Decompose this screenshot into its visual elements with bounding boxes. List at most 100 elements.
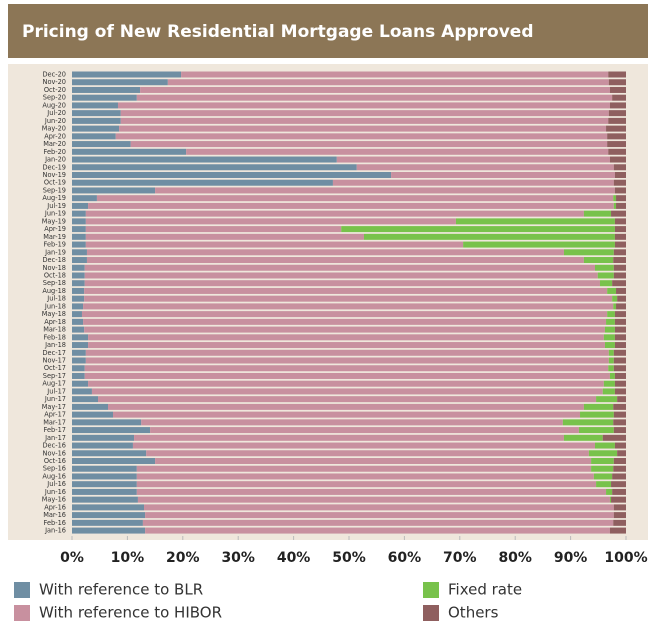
- bar-segment: [613, 249, 626, 256]
- bar-segment: [608, 79, 626, 86]
- bar-segment: [72, 156, 337, 163]
- bar-segment: [120, 110, 609, 117]
- y-tick-label: May-16: [42, 496, 66, 504]
- bar-segment: [88, 380, 604, 387]
- bar-segment: [613, 419, 626, 426]
- bar-segment: [72, 342, 89, 349]
- bar-segment: [613, 257, 626, 264]
- bar-segment: [117, 102, 610, 109]
- bar-segment: [145, 512, 614, 519]
- bar-segment: [608, 117, 626, 124]
- bar-segment: [606, 125, 626, 132]
- y-tick-label: Dec-19: [42, 163, 66, 171]
- y-tick-label: Mar-18: [43, 326, 66, 334]
- bar-segment: [617, 450, 626, 457]
- bar-segment: [596, 481, 612, 488]
- bar-segment: [612, 295, 618, 302]
- bar-segment: [594, 264, 614, 271]
- bar-segment: [72, 110, 121, 117]
- bar-segment: [612, 280, 626, 287]
- y-tick-label: Oct-18: [44, 271, 66, 279]
- bar-segment: [613, 349, 626, 356]
- bar-segment: [614, 334, 626, 341]
- y-tick-label: Sep-18: [43, 279, 66, 287]
- bar-segment: [613, 504, 626, 511]
- bar-segment: [84, 280, 600, 287]
- bar-segment: [613, 458, 626, 464]
- bar-segment: [583, 210, 612, 217]
- bar-segment: [84, 365, 609, 372]
- bar-segment: [150, 427, 579, 434]
- bar-segment: [596, 396, 618, 403]
- bar-segment: [609, 527, 626, 534]
- bar-segment: [86, 257, 584, 264]
- x-tick-label: 50%: [332, 550, 366, 566]
- bar-segment: [603, 334, 615, 341]
- bar-segment: [614, 380, 626, 387]
- bar-segment: [72, 202, 89, 209]
- bar-segment: [72, 473, 137, 480]
- x-tick-label: 40%: [277, 550, 311, 566]
- y-tick-label: May-20: [42, 125, 66, 133]
- y-tick-label: Nov-20: [43, 78, 66, 86]
- bar-segment: [134, 434, 564, 441]
- bar-segment: [609, 372, 615, 379]
- x-tick-label: 80%: [498, 550, 532, 566]
- bar-segment: [614, 241, 626, 248]
- y-tick-label: Mar-17: [43, 418, 66, 426]
- bar-segment: [72, 427, 151, 434]
- bar-segment: [96, 195, 614, 202]
- bar-segment: [614, 187, 626, 194]
- bar-segment: [613, 403, 626, 410]
- bar-segment: [563, 249, 614, 256]
- bar-segment: [72, 311, 82, 318]
- y-tick-label: Jan-16: [44, 527, 66, 535]
- bar-segment: [611, 481, 626, 488]
- bar-segment: [72, 380, 89, 387]
- bar-segment: [136, 94, 613, 101]
- y-tick-label: Jan-18: [44, 341, 66, 349]
- x-tick-label: 60%: [388, 550, 422, 566]
- y-tick-label: Jun-19: [44, 210, 66, 218]
- bar-segment: [614, 372, 626, 379]
- bar-segment: [88, 334, 604, 341]
- bar-segment: [72, 303, 84, 310]
- bar-segment: [144, 504, 614, 511]
- bar-segment: [602, 388, 615, 395]
- y-tick-label: Feb-20: [44, 148, 66, 156]
- bar-segment: [604, 326, 615, 333]
- bar-segment: [613, 427, 626, 434]
- bar-segment: [132, 442, 595, 449]
- legend-swatch: [14, 605, 30, 621]
- bar-segment: [609, 86, 626, 93]
- x-tick-label: 20%: [166, 550, 200, 566]
- bar-segment: [578, 427, 614, 434]
- bar-segment: [84, 326, 605, 333]
- bar-segment: [155, 187, 615, 194]
- bar-segment: [186, 148, 609, 155]
- bar-segment: [583, 257, 614, 264]
- title-bar: [8, 4, 648, 58]
- bar-segment: [85, 226, 342, 233]
- y-tick-label: Feb-19: [44, 241, 66, 249]
- bar-segment: [84, 287, 608, 294]
- bar-segment: [363, 233, 615, 240]
- bar-segment: [72, 357, 86, 364]
- bar-segment: [614, 226, 626, 233]
- bar-segment: [608, 148, 626, 155]
- y-tick-label: Aug-18: [42, 287, 66, 295]
- bar-segment: [85, 233, 364, 240]
- y-tick-label: Oct-17: [44, 364, 66, 372]
- y-tick-label: Jul-19: [46, 202, 66, 210]
- y-tick-label: Sep-16: [43, 465, 66, 473]
- bar-segment: [607, 133, 626, 140]
- y-tick-label: Jul-18: [46, 295, 66, 303]
- legend-swatch: [423, 605, 439, 621]
- bar-segment: [85, 357, 609, 364]
- y-tick-label: Apr-18: [44, 318, 66, 326]
- y-tick-label: Feb-16: [44, 519, 66, 527]
- bar-segment: [614, 388, 626, 395]
- bar-segment: [72, 226, 86, 233]
- y-tick-label: Apr-20: [44, 132, 66, 140]
